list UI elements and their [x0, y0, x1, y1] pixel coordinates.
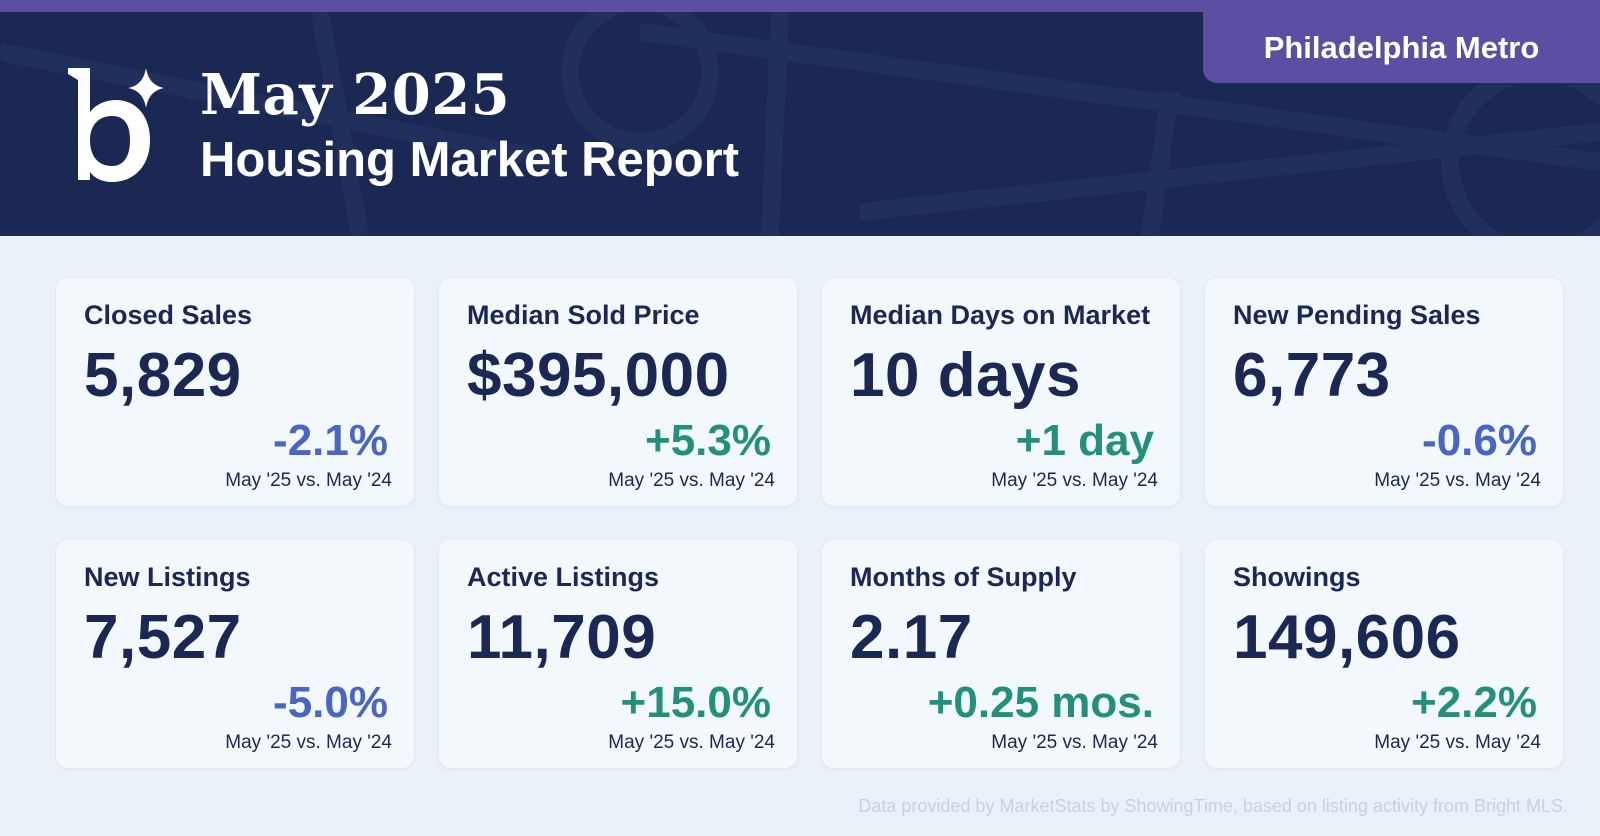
metric-label: Showings — [1233, 562, 1361, 592]
metric-card-median-sold-price: Median Sold Price $395,000 +5.3% May '25… — [439, 278, 797, 506]
report-subtitle: Housing Market Report — [200, 133, 740, 187]
metric-period: May '25 vs. May '24 — [608, 470, 775, 491]
metric-change: +2.2% — [1411, 678, 1537, 727]
metric-change: +1 day — [1015, 416, 1154, 465]
metric-change: -0.6% — [1422, 416, 1537, 465]
metric-card-active-listings: Active Listings 11,709 +15.0% May '25 vs… — [439, 540, 797, 768]
metric-period: May '25 vs. May '24 — [225, 732, 392, 753]
metric-card-new-pending-sales: New Pending Sales 6,773 -0.6% May '25 vs… — [1205, 278, 1563, 506]
metric-label: Closed Sales — [84, 300, 253, 330]
metric-change: +15.0% — [620, 678, 771, 727]
metric-label: Median Days on Market — [850, 300, 1151, 330]
metric-value: 6,773 — [1233, 341, 1391, 410]
metric-period: May '25 vs. May '24 — [225, 470, 392, 491]
top-accent-strip — [0, 0, 1600, 12]
metric-card-median-days-on-market: Median Days on Market 10 days +1 day May… — [822, 278, 1180, 506]
metric-label: Active Listings — [467, 562, 660, 592]
metric-value: 2.17 — [850, 603, 973, 672]
metric-period: May '25 vs. May '24 — [991, 470, 1158, 491]
header-background-pattern — [0, 12, 1600, 236]
metric-value: 7,527 — [84, 603, 242, 672]
metric-value: 5,829 — [84, 341, 242, 410]
metric-value: 11,709 — [467, 603, 657, 672]
metric-period: May '25 vs. May '24 — [608, 732, 775, 753]
metric-label: New Listings — [84, 562, 251, 592]
report-month: May 2025 — [200, 62, 511, 128]
metric-card-new-listings: New Listings 7,527 -5.0% May '25 vs. May… — [56, 540, 414, 768]
data-source-footnote: Data provided by MarketStats by ShowingT… — [858, 796, 1568, 816]
brand-logo-icon — [68, 68, 164, 182]
metric-value: $395,000 — [467, 341, 730, 410]
metric-period: May '25 vs. May '24 — [1374, 732, 1541, 753]
metric-change: +5.3% — [645, 416, 771, 465]
metric-card-closed-sales: Closed Sales 5,829 -2.1% May '25 vs. May… — [56, 278, 414, 506]
metric-change: -5.0% — [273, 678, 388, 727]
metric-value: 149,606 — [1233, 603, 1461, 672]
metric-label: Months of Supply — [850, 562, 1077, 592]
metric-change: +0.25 mos. — [927, 678, 1154, 727]
metric-period: May '25 vs. May '24 — [1374, 470, 1541, 491]
metric-label: Median Sold Price — [467, 300, 700, 330]
metric-change: -2.1% — [273, 416, 388, 465]
region-tab: Philadelphia Metro — [1203, 12, 1600, 83]
metric-period: May '25 vs. May '24 — [991, 732, 1158, 753]
metric-label: New Pending Sales — [1233, 300, 1481, 330]
metric-value: 10 days — [850, 341, 1082, 410]
metric-card-months-of-supply: Months of Supply 2.17 +0.25 mos. May '25… — [822, 540, 1180, 768]
report-title: May 2025 Housing Market Report — [200, 62, 739, 192]
metric-card-showings: Showings 149,606 +2.2% May '25 vs. May '… — [1205, 540, 1563, 768]
